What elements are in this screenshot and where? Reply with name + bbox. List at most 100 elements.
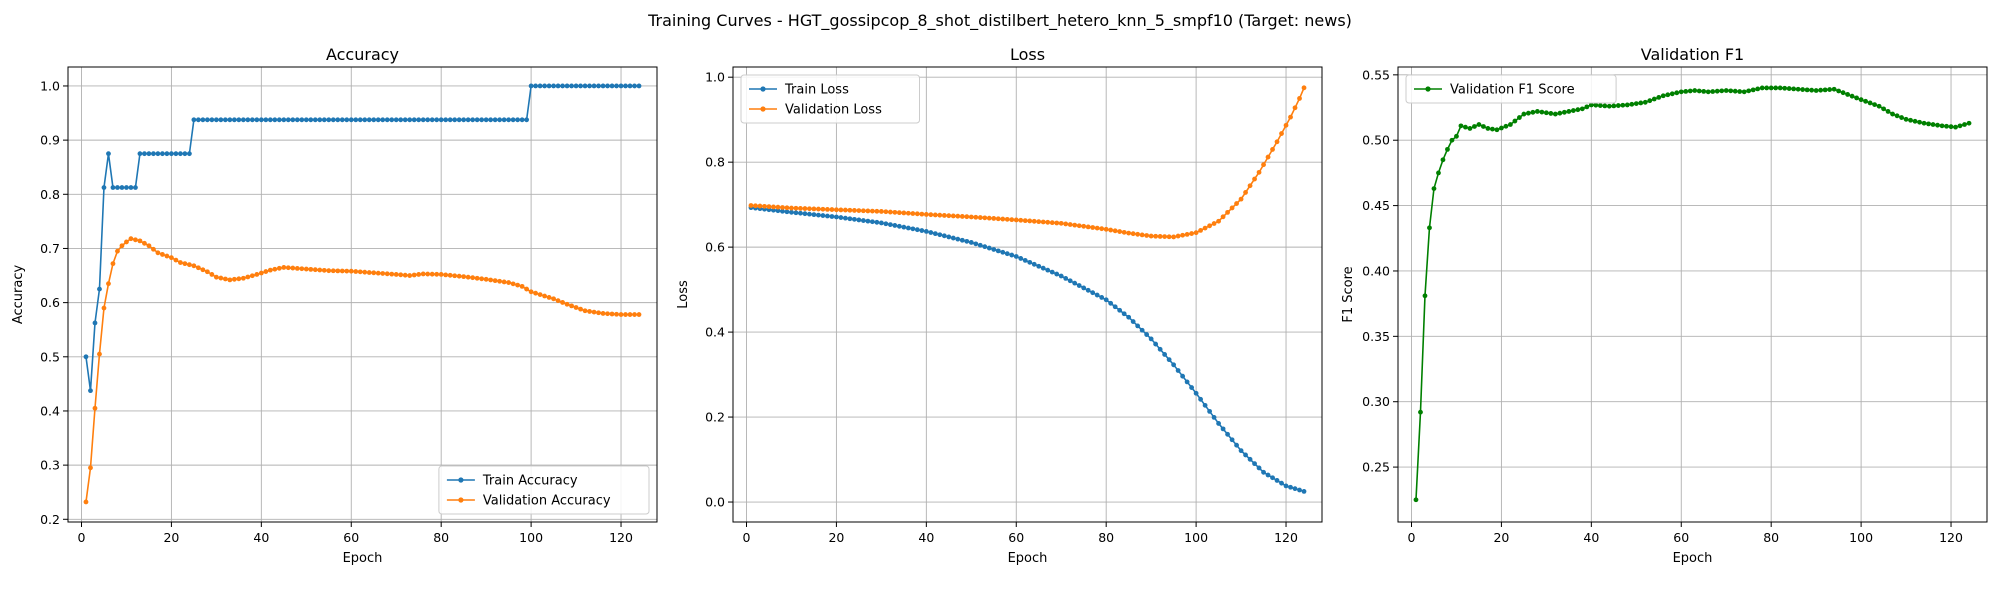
accuracy-legend-item: Validation Accuracy xyxy=(446,494,611,509)
f1-point xyxy=(1530,109,1536,115)
accuracy-x-tick-label: 120 xyxy=(609,530,633,545)
accuracy-point xyxy=(317,117,323,123)
f1-point xyxy=(1966,120,1972,126)
loss-point xyxy=(1081,223,1087,229)
loss-x-tick-label: 40 xyxy=(918,530,934,545)
loss-point xyxy=(807,206,812,212)
f1-point xyxy=(1872,102,1877,107)
loss-point xyxy=(829,214,835,219)
loss-point xyxy=(1207,223,1212,229)
accuracy-point xyxy=(569,303,574,309)
accuracy-point xyxy=(425,271,431,277)
accuracy-point xyxy=(312,267,318,273)
loss-point xyxy=(1180,232,1186,238)
accuracy-point xyxy=(227,277,233,283)
accuracy-point xyxy=(452,117,458,123)
accuracy-point xyxy=(443,272,449,278)
loss-point xyxy=(905,225,911,231)
f1-x-axis-label: Epoch xyxy=(1673,551,1713,566)
accuracy-legend-item: Train Accuracy xyxy=(446,474,578,489)
loss-point xyxy=(995,248,1001,254)
loss-point xyxy=(892,223,898,228)
loss-point xyxy=(834,214,839,220)
loss-point xyxy=(919,228,925,233)
loss-point xyxy=(1238,448,1244,454)
accuracy-point xyxy=(254,272,260,277)
accuracy-y-tick-label: 0.6 xyxy=(40,295,60,310)
accuracy-point xyxy=(353,117,359,123)
accuracy-point xyxy=(294,265,300,271)
accuracy-point xyxy=(240,275,246,281)
accuracy-point xyxy=(263,117,269,123)
loss-point xyxy=(1220,214,1226,220)
accuracy-point xyxy=(537,83,543,89)
f1-point xyxy=(1845,92,1851,97)
loss-point xyxy=(1094,225,1100,231)
accuracy-point xyxy=(483,276,489,282)
accuracy-point xyxy=(222,276,228,282)
loss-point xyxy=(766,204,772,210)
accuracy-x-tick-label: 80 xyxy=(433,530,449,545)
f1-point xyxy=(1597,103,1603,108)
loss-point xyxy=(919,211,925,217)
accuracy-point xyxy=(578,83,583,89)
accuracy-point xyxy=(249,117,255,123)
loss-point xyxy=(914,227,920,233)
accuracy-legend-label: Train Accuracy xyxy=(482,474,578,489)
loss-point xyxy=(1243,190,1248,195)
f1-point xyxy=(1876,103,1882,109)
f1-point xyxy=(1548,111,1554,116)
accuracy-point xyxy=(182,151,188,157)
loss-point xyxy=(1234,442,1239,448)
loss-point xyxy=(1121,229,1127,235)
loss-point xyxy=(1198,396,1203,402)
loss-point xyxy=(757,203,763,209)
accuracy-point xyxy=(461,117,467,123)
loss-point xyxy=(789,205,794,211)
f1-point xyxy=(1863,98,1868,104)
accuracy-point xyxy=(600,311,606,316)
accuracy-point xyxy=(115,185,120,190)
accuracy-point xyxy=(573,83,579,89)
loss-point xyxy=(1063,276,1069,281)
loss-point xyxy=(1297,487,1302,493)
accuracy-x-tick-label: 100 xyxy=(519,530,543,545)
accuracy-point xyxy=(366,117,372,123)
accuracy-point xyxy=(371,270,377,276)
accuracy-point xyxy=(461,274,467,280)
accuracy-point xyxy=(195,117,201,123)
loss-point xyxy=(982,215,988,221)
f1-y-tick-label: 0.45 xyxy=(1362,198,1390,213)
loss-point xyxy=(991,247,997,252)
f1-point xyxy=(1588,102,1594,108)
f1-point xyxy=(1674,90,1680,96)
loss-point xyxy=(1216,421,1221,426)
loss-y-axis-label: Loss xyxy=(676,280,691,309)
f1-point xyxy=(1782,85,1788,91)
loss-point xyxy=(1040,219,1046,225)
f1-point xyxy=(1683,89,1689,94)
loss-point xyxy=(946,234,952,240)
loss-point xyxy=(865,218,871,224)
f1-point xyxy=(1818,87,1824,93)
accuracy-point xyxy=(344,117,350,123)
f1-point xyxy=(1809,87,1815,93)
accuracy-point xyxy=(169,151,174,157)
f1-point xyxy=(1786,86,1792,91)
loss-point xyxy=(923,229,929,234)
loss-y-tick-label: 0.6 xyxy=(705,240,725,255)
loss-point xyxy=(1126,230,1132,236)
accuracy-point xyxy=(110,261,116,267)
loss-legend-box xyxy=(740,74,920,124)
accuracy-point xyxy=(636,312,642,317)
accuracy-point xyxy=(375,117,381,123)
loss-point xyxy=(923,212,929,217)
f1-point xyxy=(1728,88,1734,94)
f1-chart-title: Validation F1 xyxy=(1641,45,1744,64)
f1-point xyxy=(1714,88,1720,94)
loss-point xyxy=(1036,263,1042,269)
accuracy-point xyxy=(128,185,134,190)
f1-point xyxy=(1953,124,1958,130)
loss-point xyxy=(869,219,875,225)
